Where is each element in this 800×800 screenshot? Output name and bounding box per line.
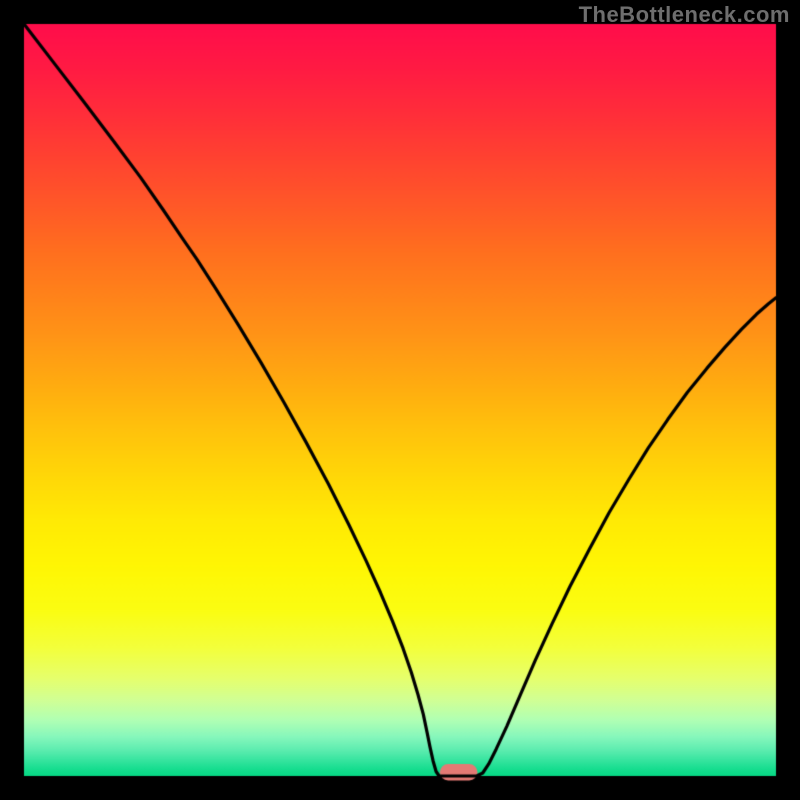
chart-stage: TheBottleneck.com: [0, 0, 800, 800]
bottleneck-curve-chart: [0, 0, 800, 800]
